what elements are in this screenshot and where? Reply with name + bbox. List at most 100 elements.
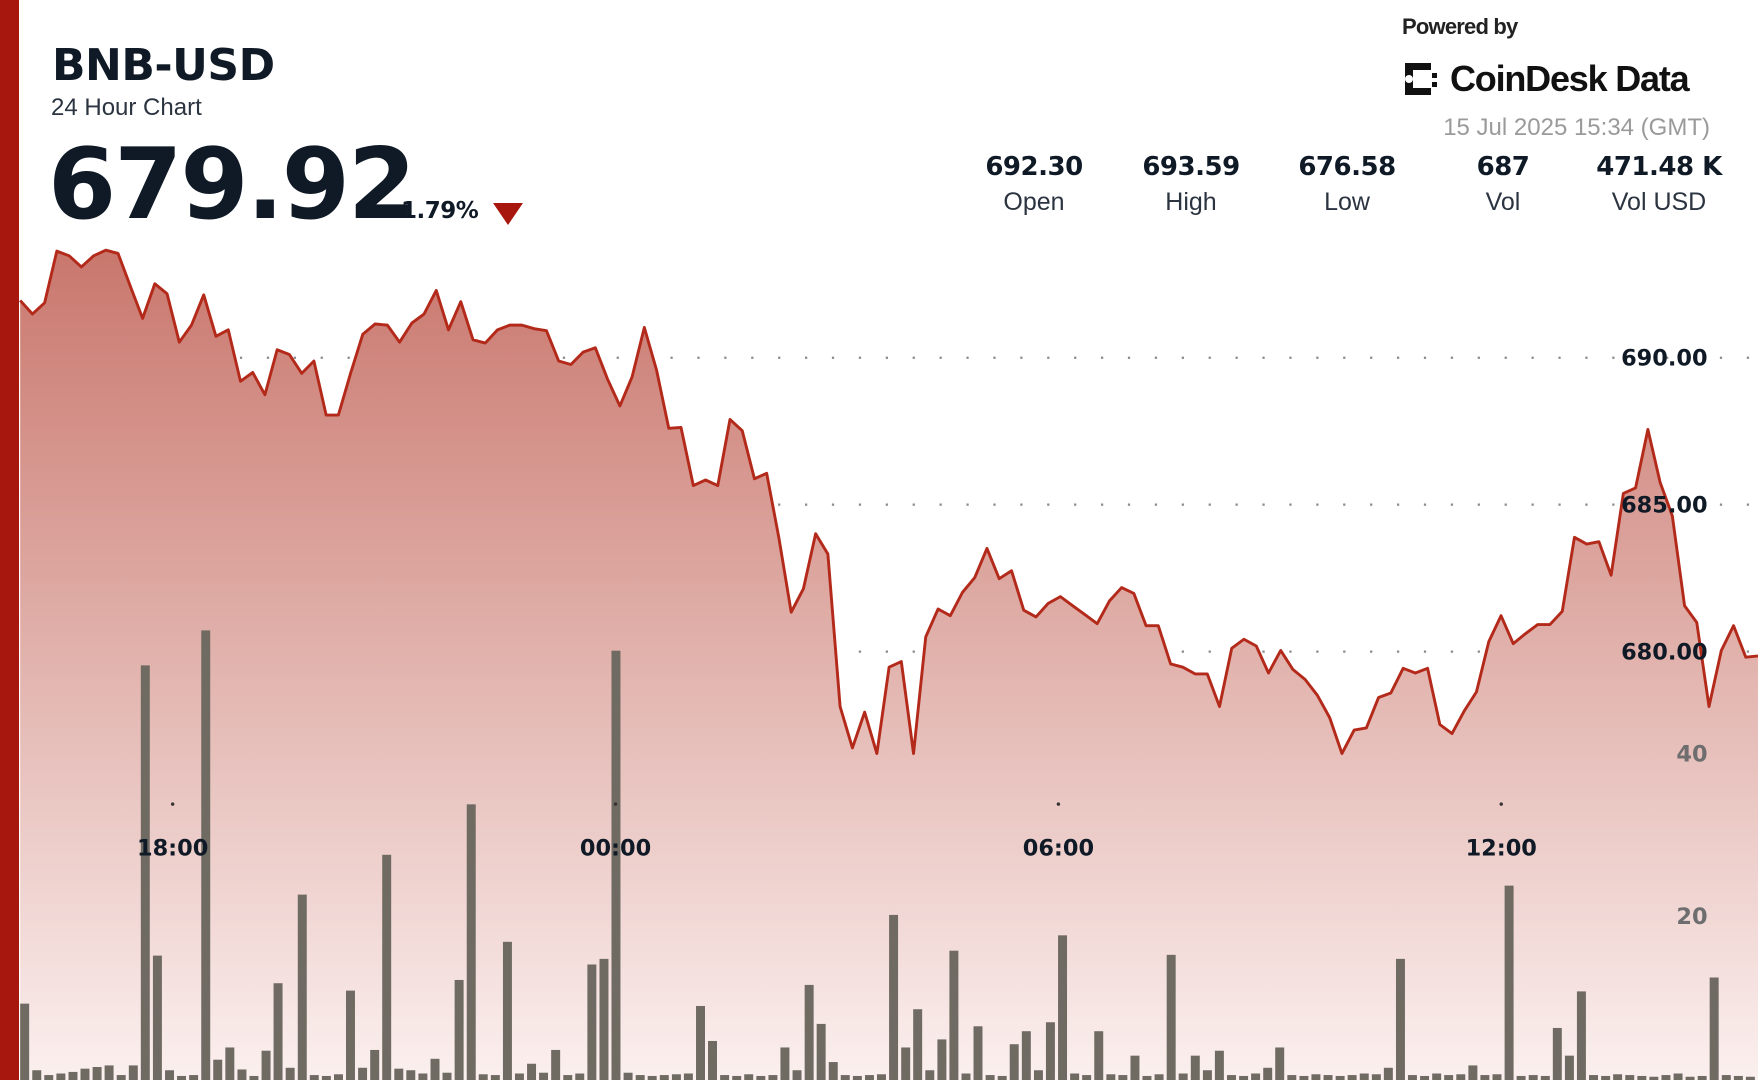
volume-bar bbox=[321, 1075, 331, 1080]
volume-bar bbox=[1118, 1075, 1128, 1080]
volume-bar bbox=[1178, 1073, 1188, 1080]
volume-bar bbox=[80, 1068, 90, 1080]
volume-bar bbox=[1045, 1022, 1055, 1080]
volume-bar bbox=[1323, 1075, 1333, 1080]
stat-value: 687 bbox=[1476, 152, 1530, 182]
time-tick-label: 06:00 bbox=[1023, 836, 1094, 862]
volume-bar bbox=[587, 964, 597, 1080]
volume-bar bbox=[659, 1075, 669, 1080]
chart-subtitle: 24 Hour Chart bbox=[51, 94, 202, 121]
volume-bar bbox=[1347, 1075, 1357, 1080]
volume-bar bbox=[539, 1072, 549, 1080]
volume-bar bbox=[1601, 1075, 1611, 1080]
time-tick-mark bbox=[613, 802, 618, 806]
volume-bar bbox=[708, 1040, 717, 1080]
volume-bar bbox=[297, 894, 307, 1080]
volume-bar bbox=[864, 1075, 874, 1080]
volume-bar bbox=[949, 950, 959, 1080]
stat-vol-usd: 471.48 K Vol USD bbox=[1584, 152, 1734, 217]
stat-high: 693.59 High bbox=[1116, 152, 1266, 217]
stat-value: 471.48 K bbox=[1596, 152, 1722, 182]
volume-bar bbox=[201, 630, 211, 1080]
volume-bars bbox=[20, 630, 1755, 1080]
volume-bar bbox=[901, 1047, 911, 1080]
volume-bar bbox=[1275, 1047, 1285, 1080]
volume-bar bbox=[1625, 1075, 1635, 1080]
volume-bar bbox=[1082, 1075, 1092, 1080]
volume-bar bbox=[527, 1063, 537, 1080]
volume-bar bbox=[1239, 1075, 1249, 1080]
volume-bar bbox=[985, 1075, 995, 1080]
stat-label: High bbox=[1165, 188, 1217, 216]
price-change: -1.79% bbox=[392, 198, 479, 224]
volume-bar bbox=[1589, 1075, 1599, 1080]
volume-bar bbox=[1214, 1050, 1224, 1080]
volume-bar bbox=[1444, 1075, 1454, 1080]
volume-bar bbox=[623, 1072, 633, 1080]
volume-bar bbox=[1383, 1067, 1393, 1080]
volume-bar bbox=[804, 984, 814, 1080]
volume-bar bbox=[599, 958, 609, 1080]
volume-bar bbox=[490, 1075, 500, 1080]
volume-bar bbox=[635, 1075, 645, 1080]
volume-bar bbox=[1649, 1076, 1659, 1080]
volume-bar bbox=[1733, 1075, 1743, 1080]
volume-bar bbox=[1227, 1075, 1236, 1080]
volume-bar bbox=[671, 1074, 681, 1080]
volume-bar bbox=[1106, 1074, 1116, 1080]
volume-bar bbox=[1395, 958, 1405, 1080]
stat-label: Vol bbox=[1485, 188, 1521, 216]
volume-bar bbox=[165, 1070, 175, 1080]
volume-bar bbox=[370, 1049, 380, 1080]
time-tick-label: 00:00 bbox=[580, 836, 651, 862]
volume-tick-label: 20 bbox=[1676, 904, 1707, 930]
volume-bar bbox=[177, 1075, 187, 1080]
price-tick-label: 690.00 bbox=[1621, 346, 1707, 372]
volume-bar bbox=[1033, 1070, 1043, 1080]
volume-bar bbox=[1359, 1073, 1369, 1080]
volume-bar bbox=[44, 1075, 54, 1080]
volume-bar bbox=[225, 1047, 235, 1080]
volume-bar bbox=[273, 983, 283, 1080]
volume-bar bbox=[756, 1075, 766, 1080]
volume-bar bbox=[382, 854, 392, 1080]
volume-bar bbox=[56, 1073, 66, 1080]
volume-bar bbox=[1311, 1074, 1321, 1080]
volume-bar bbox=[1407, 1075, 1417, 1080]
volume-bar bbox=[1745, 1076, 1755, 1080]
stat-label: Low bbox=[1324, 188, 1370, 216]
volume-bar bbox=[780, 1047, 790, 1080]
stat-value: 693.59 bbox=[1142, 152, 1240, 182]
volume-bar bbox=[394, 1068, 404, 1080]
volume-bar bbox=[261, 1050, 271, 1080]
volume-bar bbox=[20, 1003, 30, 1080]
price-area-fill bbox=[20, 250, 1758, 1080]
time-tick-mark bbox=[170, 802, 175, 806]
volume-bar bbox=[1371, 1074, 1381, 1080]
volume-bar bbox=[1420, 1075, 1430, 1080]
stat-value: 676.58 bbox=[1298, 152, 1396, 182]
volume-bar bbox=[1504, 885, 1514, 1080]
coindesk-logo-icon bbox=[1405, 63, 1437, 95]
volume-bar bbox=[1009, 1044, 1019, 1080]
volume-bar bbox=[1685, 1076, 1695, 1080]
volume-bar bbox=[514, 1073, 524, 1080]
volume-bar bbox=[345, 990, 355, 1080]
volume-bar bbox=[1564, 1055, 1574, 1080]
volume-bar bbox=[128, 1065, 138, 1080]
volume-bar bbox=[937, 1039, 947, 1080]
volume-bar bbox=[563, 1075, 573, 1080]
volume-bar bbox=[358, 1067, 368, 1080]
volume-bar bbox=[92, 1066, 102, 1080]
volume-bar bbox=[696, 1005, 705, 1080]
volume-bar bbox=[792, 1070, 802, 1080]
volume-bar bbox=[1516, 1075, 1526, 1080]
volume-bar bbox=[1202, 1070, 1212, 1080]
time-tick-mark bbox=[1499, 802, 1503, 806]
volume-bar bbox=[1166, 954, 1176, 1080]
volume-bar bbox=[744, 1074, 754, 1080]
volume-bar bbox=[1468, 1065, 1478, 1080]
symbol-title: BNB-USD bbox=[52, 40, 275, 91]
volume-bar bbox=[1552, 1027, 1562, 1080]
volume-bar bbox=[68, 1071, 78, 1080]
